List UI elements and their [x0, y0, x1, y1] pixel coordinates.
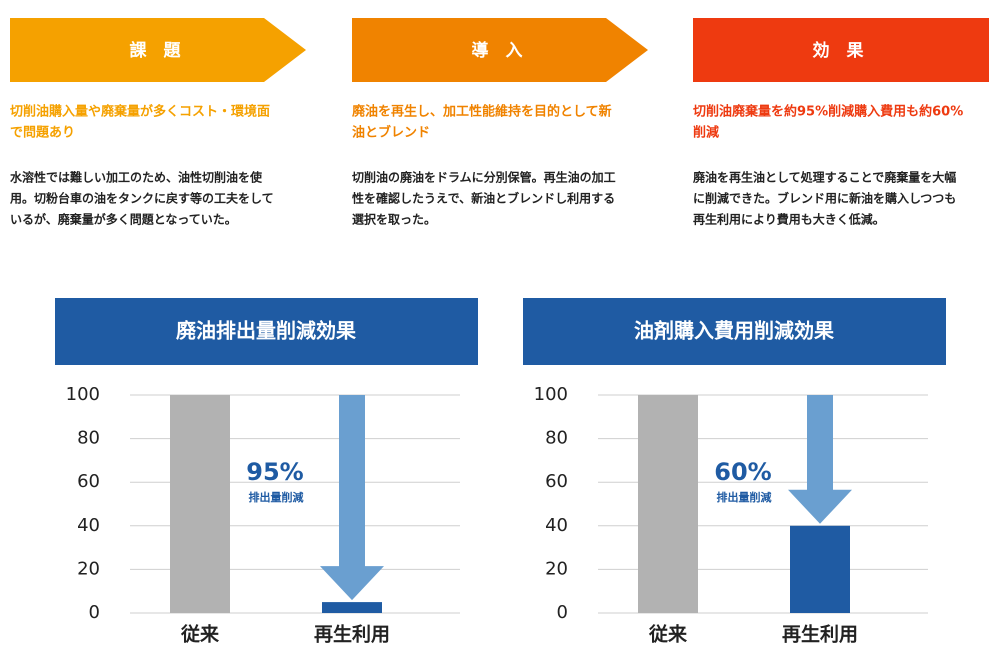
step-heading: 切削油廃棄量を約95%削減購入費用も約60%	[693, 104, 963, 120]
step-heading: 削減	[693, 125, 719, 141]
x-tick-label: 従来	[180, 623, 219, 646]
step-heading: 切削油購入量や廃棄量が多くコスト・環境面	[10, 104, 270, 120]
step-heading: 廃油を再生し、加工性能維持を目的として新	[351, 104, 612, 120]
x-tick-label: 再生利用	[782, 623, 858, 646]
y-tick-label: 40	[77, 515, 100, 536]
annotation: 95%	[246, 458, 303, 486]
step-header	[693, 18, 989, 82]
step-body: 用。切粉台車の油をタンクに戻す等の工夫をして	[9, 191, 274, 206]
y-tick-label: 40	[545, 515, 568, 536]
step-body: に削減できた。ブレンド用に新油を購入しつつも	[693, 191, 956, 206]
x-tick-label: 従来	[648, 623, 687, 646]
chart-header	[523, 298, 946, 365]
step-header	[10, 18, 306, 82]
step-header	[352, 18, 648, 82]
y-tick-label: 0	[557, 602, 568, 623]
annotation-sub: 排出量削減	[717, 490, 772, 504]
step-body: いるが、廃棄量が多く問題となっていた。	[10, 212, 237, 227]
step-body: 再生利用により費用も大きく低減。	[693, 212, 885, 227]
bar	[790, 525, 850, 613]
reduction-arrow	[320, 395, 384, 601]
annotation: 60%	[714, 458, 771, 486]
step-title: 課 題	[130, 40, 182, 61]
step-body: 性を確認したうえで、新油とブレンドし利用する	[351, 191, 615, 206]
y-tick-label: 20	[545, 558, 568, 579]
chart-title: 油剤購入費用削減効果	[634, 319, 834, 343]
y-tick-label: 60	[77, 471, 100, 492]
step-body: 水溶性では難しい加工のため、油性切削油を使	[10, 170, 263, 185]
step-body: 廃油を再生油として処理することで廃棄量を大幅	[693, 170, 956, 185]
y-tick-label: 0	[89, 602, 100, 623]
bar	[170, 395, 230, 613]
step-title: 導 入	[472, 40, 523, 61]
reduction-arrow	[788, 395, 852, 524]
y-tick-label: 100	[66, 384, 100, 405]
y-tick-label: 80	[545, 428, 568, 449]
bar	[638, 395, 698, 613]
y-tick-label: 60	[545, 471, 568, 492]
y-tick-label: 100	[534, 384, 568, 405]
bar	[322, 602, 382, 613]
annotation-sub: 排出量削減	[249, 490, 304, 504]
step-heading: 油とブレンド	[352, 125, 430, 141]
step-body: 切削油の廃油をドラムに分別保管。再生油の加工	[352, 170, 616, 185]
step-body: 選択を取った。	[352, 212, 436, 227]
chart-title: 廃油排出量削減効果	[176, 319, 356, 343]
chart-header	[55, 298, 478, 365]
step-title: 効 果	[813, 40, 864, 61]
y-tick-label: 80	[77, 428, 100, 449]
step-heading: で問題あり	[10, 126, 75, 141]
y-tick-label: 20	[77, 558, 100, 579]
x-tick-label: 再生利用	[314, 623, 390, 646]
